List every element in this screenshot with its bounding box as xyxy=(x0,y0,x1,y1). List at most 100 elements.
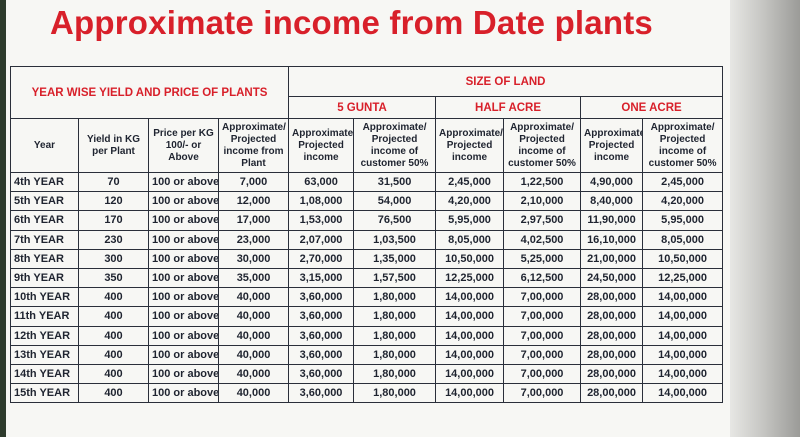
value-cell: 100 or above xyxy=(148,267,219,289)
table-row: 6th YEAR 170 100 or above 17,000 1,53,000 76,… xyxy=(10,210,724,231)
value-cell: 7,00,000 xyxy=(503,287,582,308)
group-header: YEAR WISE YIELD AND PRICE OF PLANTS xyxy=(9,66,290,119)
value-cell: 14,00,000 xyxy=(435,325,505,346)
value-cell: 4,90,000 xyxy=(580,171,644,193)
value-cell: 1,35,000 xyxy=(353,248,437,269)
income-table: YEAR WISE YIELD AND PRICE OF PLANTS SIZE … xyxy=(9,66,724,404)
column-header: Approximate/ Projected income of custome… xyxy=(642,118,724,173)
value-cell: 7,00,000 xyxy=(503,306,582,327)
year-cell: 13th YEAR xyxy=(10,344,79,365)
value-cell: 400 xyxy=(78,287,149,308)
table-row: 13th YEAR 400 100 or above 40,000 3,60,000 1,… xyxy=(10,344,724,365)
value-cell: 40,000 xyxy=(217,306,290,327)
value-cell: 400 xyxy=(78,344,149,365)
table-row: 4th YEAR 70 100 or above 7,000 63,000 31,500 2… xyxy=(10,171,724,193)
value-cell: 28,00,000 xyxy=(580,306,644,327)
value-cell: 40,000 xyxy=(217,287,290,308)
value-cell: 28,00,000 xyxy=(580,287,644,308)
value-cell: 8,40,000 xyxy=(580,191,644,212)
value-cell: 350 xyxy=(78,267,149,289)
value-cell: 11,90,000 xyxy=(580,210,644,231)
value-cell: 400 xyxy=(78,363,149,385)
value-cell: 31,500 xyxy=(353,171,437,193)
value-cell: 3,60,000 xyxy=(288,383,355,404)
value-cell: 1,80,000 xyxy=(353,306,437,327)
table-row: 10th YEAR 400 100 or above 40,000 3,60,000 1,… xyxy=(10,287,724,308)
value-cell: 100 or above xyxy=(148,344,219,365)
value-cell: 14,00,000 xyxy=(435,306,505,327)
column-header: Approximate/ Projected income xyxy=(288,118,355,173)
value-cell: 100 or above xyxy=(148,306,219,327)
value-cell: 100 or above xyxy=(148,325,219,346)
value-cell: 400 xyxy=(78,306,149,327)
year-cell: 10th YEAR xyxy=(10,287,79,308)
value-cell: 1,03,500 xyxy=(353,229,437,250)
value-cell: 170 xyxy=(78,210,149,231)
table-row: YEAR WISE YIELD AND PRICE OF PLANTS SIZE … xyxy=(9,66,724,119)
value-cell: 14,00,000 xyxy=(435,287,505,308)
land-size-header: ONE ACRE xyxy=(580,96,724,119)
value-cell: 1,80,000 xyxy=(353,325,437,346)
value-cell: 76,500 xyxy=(353,210,437,231)
column-header: Year xyxy=(10,118,79,173)
value-cell: 100 or above xyxy=(148,229,219,250)
year-cell: 11th YEAR xyxy=(10,306,79,327)
value-cell: 1,57,500 xyxy=(353,267,437,289)
land-size-header: HALF ACRE xyxy=(435,96,582,119)
column-header: Approximate/ Projected income of custome… xyxy=(353,118,437,173)
year-cell: 8th YEAR xyxy=(10,248,79,269)
value-cell: 1,22,500 xyxy=(503,171,582,193)
value-cell: 2,45,000 xyxy=(435,171,505,193)
value-cell: 14,00,000 xyxy=(642,344,724,365)
value-cell: 12,25,000 xyxy=(642,267,724,289)
value-cell: 35,000 xyxy=(217,267,290,289)
value-cell: 8,05,000 xyxy=(435,229,505,250)
value-cell: 7,00,000 xyxy=(503,344,582,365)
column-header: Approximate/ Projected income xyxy=(580,118,644,173)
table-row: 9th YEAR 350 100 or above 35,000 3,15,000 1,5… xyxy=(10,267,724,289)
value-cell: 7,00,000 xyxy=(503,325,582,346)
value-cell: 400 xyxy=(78,325,149,346)
value-cell: 28,00,000 xyxy=(580,344,644,365)
value-cell: 54,000 xyxy=(353,191,437,212)
year-cell: 6th YEAR xyxy=(10,210,79,231)
value-cell: 14,00,000 xyxy=(435,383,505,404)
value-cell: 24,50,000 xyxy=(580,267,644,289)
value-cell: 2,10,000 xyxy=(503,191,582,212)
column-header: Approximate/ Projected income of custome… xyxy=(503,118,582,173)
table-row: 5th YEAR 120 100 or above 12,000 1,08,000 54,… xyxy=(10,191,724,212)
value-cell: 120 xyxy=(78,191,149,212)
year-cell: 5th YEAR xyxy=(10,191,79,212)
value-cell: 4,20,000 xyxy=(435,191,505,212)
value-cell: 1,53,000 xyxy=(288,210,355,231)
value-cell: 7,00,000 xyxy=(503,383,582,404)
value-cell: 16,10,000 xyxy=(580,229,644,250)
value-cell: 230 xyxy=(78,229,149,250)
value-cell: 100 or above xyxy=(148,383,219,404)
value-cell: 63,000 xyxy=(288,171,355,193)
year-cell: 14th YEAR xyxy=(10,363,79,385)
value-cell: 100 or above xyxy=(148,248,219,269)
value-cell: 100 or above xyxy=(148,171,219,193)
value-cell: 300 xyxy=(78,248,149,269)
value-cell: 40,000 xyxy=(217,325,290,346)
value-cell: 3,60,000 xyxy=(288,325,355,346)
value-cell: 400 xyxy=(78,383,149,404)
value-cell: 2,07,000 xyxy=(288,229,355,250)
value-cell: 2,70,000 xyxy=(288,248,355,269)
year-cell: 9th YEAR xyxy=(10,267,79,289)
value-cell: 3,15,000 xyxy=(288,267,355,289)
value-cell: 1,80,000 xyxy=(353,344,437,365)
table-row: 12th YEAR 400 100 or above 40,000 3,60,000 1,… xyxy=(10,325,724,346)
value-cell: 1,80,000 xyxy=(353,287,437,308)
value-cell: 1,80,000 xyxy=(353,363,437,385)
value-cell: 40,000 xyxy=(217,383,290,404)
value-cell: 7,000 xyxy=(217,171,290,193)
table-row: 8th YEAR 300 100 or above 30,000 2,70,000 1,3… xyxy=(10,248,724,269)
value-cell: 100 or above xyxy=(148,210,219,231)
value-cell: 21,00,000 xyxy=(580,248,644,269)
value-cell: 14,00,000 xyxy=(435,344,505,365)
value-cell: 4,02,500 xyxy=(503,229,582,250)
column-header: Approximate/ Projected income from Plant xyxy=(217,118,290,173)
land-size-header: 5 GUNTA xyxy=(288,96,437,119)
